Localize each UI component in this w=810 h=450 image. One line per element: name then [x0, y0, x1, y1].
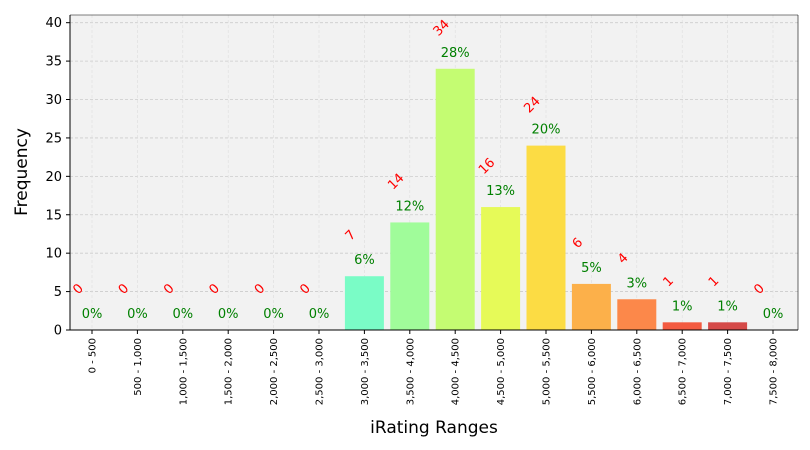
bars: [344, 68, 748, 330]
percent-label: 0%: [309, 307, 330, 322]
percent-label: 3%: [626, 276, 647, 291]
y-axis-title: Frequency: [12, 128, 32, 216]
percent-label: 6%: [354, 253, 375, 268]
percent-label: 1%: [717, 299, 738, 314]
x-tick-label: 2,500 - 3,000: [315, 338, 326, 405]
x-tick-label: 6,500 - 7,000: [678, 338, 689, 405]
y-tick-label: 20: [45, 170, 62, 185]
x-tick-label: 4,000 - 4,500: [451, 338, 462, 405]
y-tick-label: 15: [45, 208, 62, 223]
y-tick-label: 30: [45, 93, 62, 108]
bar: [617, 299, 657, 330]
x-tick-label: 4,500 - 5,000: [496, 338, 507, 405]
percent-label: 0%: [218, 307, 239, 322]
x-tick-label: 7,500 - 8,000: [769, 338, 780, 405]
x-tick-label: 1,000 - 1,500: [178, 338, 189, 405]
percent-label: 0%: [263, 307, 284, 322]
x-tick-label: 7,000 - 7,500: [723, 338, 734, 405]
plot-background: [70, 15, 798, 330]
y-tick-label: 5: [54, 285, 62, 300]
x-tick-label: 5,500 - 6,000: [587, 338, 598, 405]
x-ticks: 0 - 500 500 - 1,000 1,000 - 1,500 1,500 - 2…: [88, 330, 780, 405]
x-tick-label: 5,000 - 5,500: [542, 338, 553, 405]
percent-label: 5%: [581, 261, 602, 276]
bar: [390, 222, 430, 330]
percent-label: 0%: [82, 307, 103, 322]
percent-label: 1%: [672, 299, 693, 314]
y-tick-label: 35: [45, 55, 62, 70]
percent-label: 28%: [441, 46, 470, 61]
x-tick-label: 500 - 1,000: [133, 338, 144, 396]
bar: [571, 283, 611, 330]
x-tick-label: 2,000 - 2,500: [269, 338, 280, 405]
percent-label: 0%: [172, 307, 193, 322]
bar: [344, 276, 384, 330]
y-tick-label: 25: [45, 131, 62, 146]
y-tick-label: 0: [54, 324, 62, 339]
x-tick-label: 6,000 - 6,500: [632, 338, 643, 405]
bar: [662, 322, 702, 330]
bar: [481, 207, 521, 330]
x-tick-label: 3,000 - 3,500: [360, 338, 371, 405]
percent-label: 0%: [763, 307, 784, 322]
x-axis-title: iRating Ranges: [370, 418, 498, 438]
x-tick-label: 0 - 500: [88, 338, 99, 373]
y-tick-label: 40: [45, 16, 62, 31]
percent-label: 20%: [532, 123, 561, 138]
bar: [708, 322, 748, 330]
x-tick-label: 3,500 - 4,000: [405, 338, 416, 405]
y-ticks: 0 5 10 15 20 25 30 35 40: [45, 16, 70, 339]
axes: [69, 14, 799, 331]
y-tick-label: 10: [45, 247, 62, 262]
bar: [526, 145, 566, 330]
percent-label: 0%: [127, 307, 148, 322]
bar: [435, 68, 475, 330]
percent-label: 12%: [395, 199, 424, 214]
x-tick-label: 1,500 - 2,000: [224, 338, 235, 405]
percent-label: 13%: [486, 184, 515, 199]
